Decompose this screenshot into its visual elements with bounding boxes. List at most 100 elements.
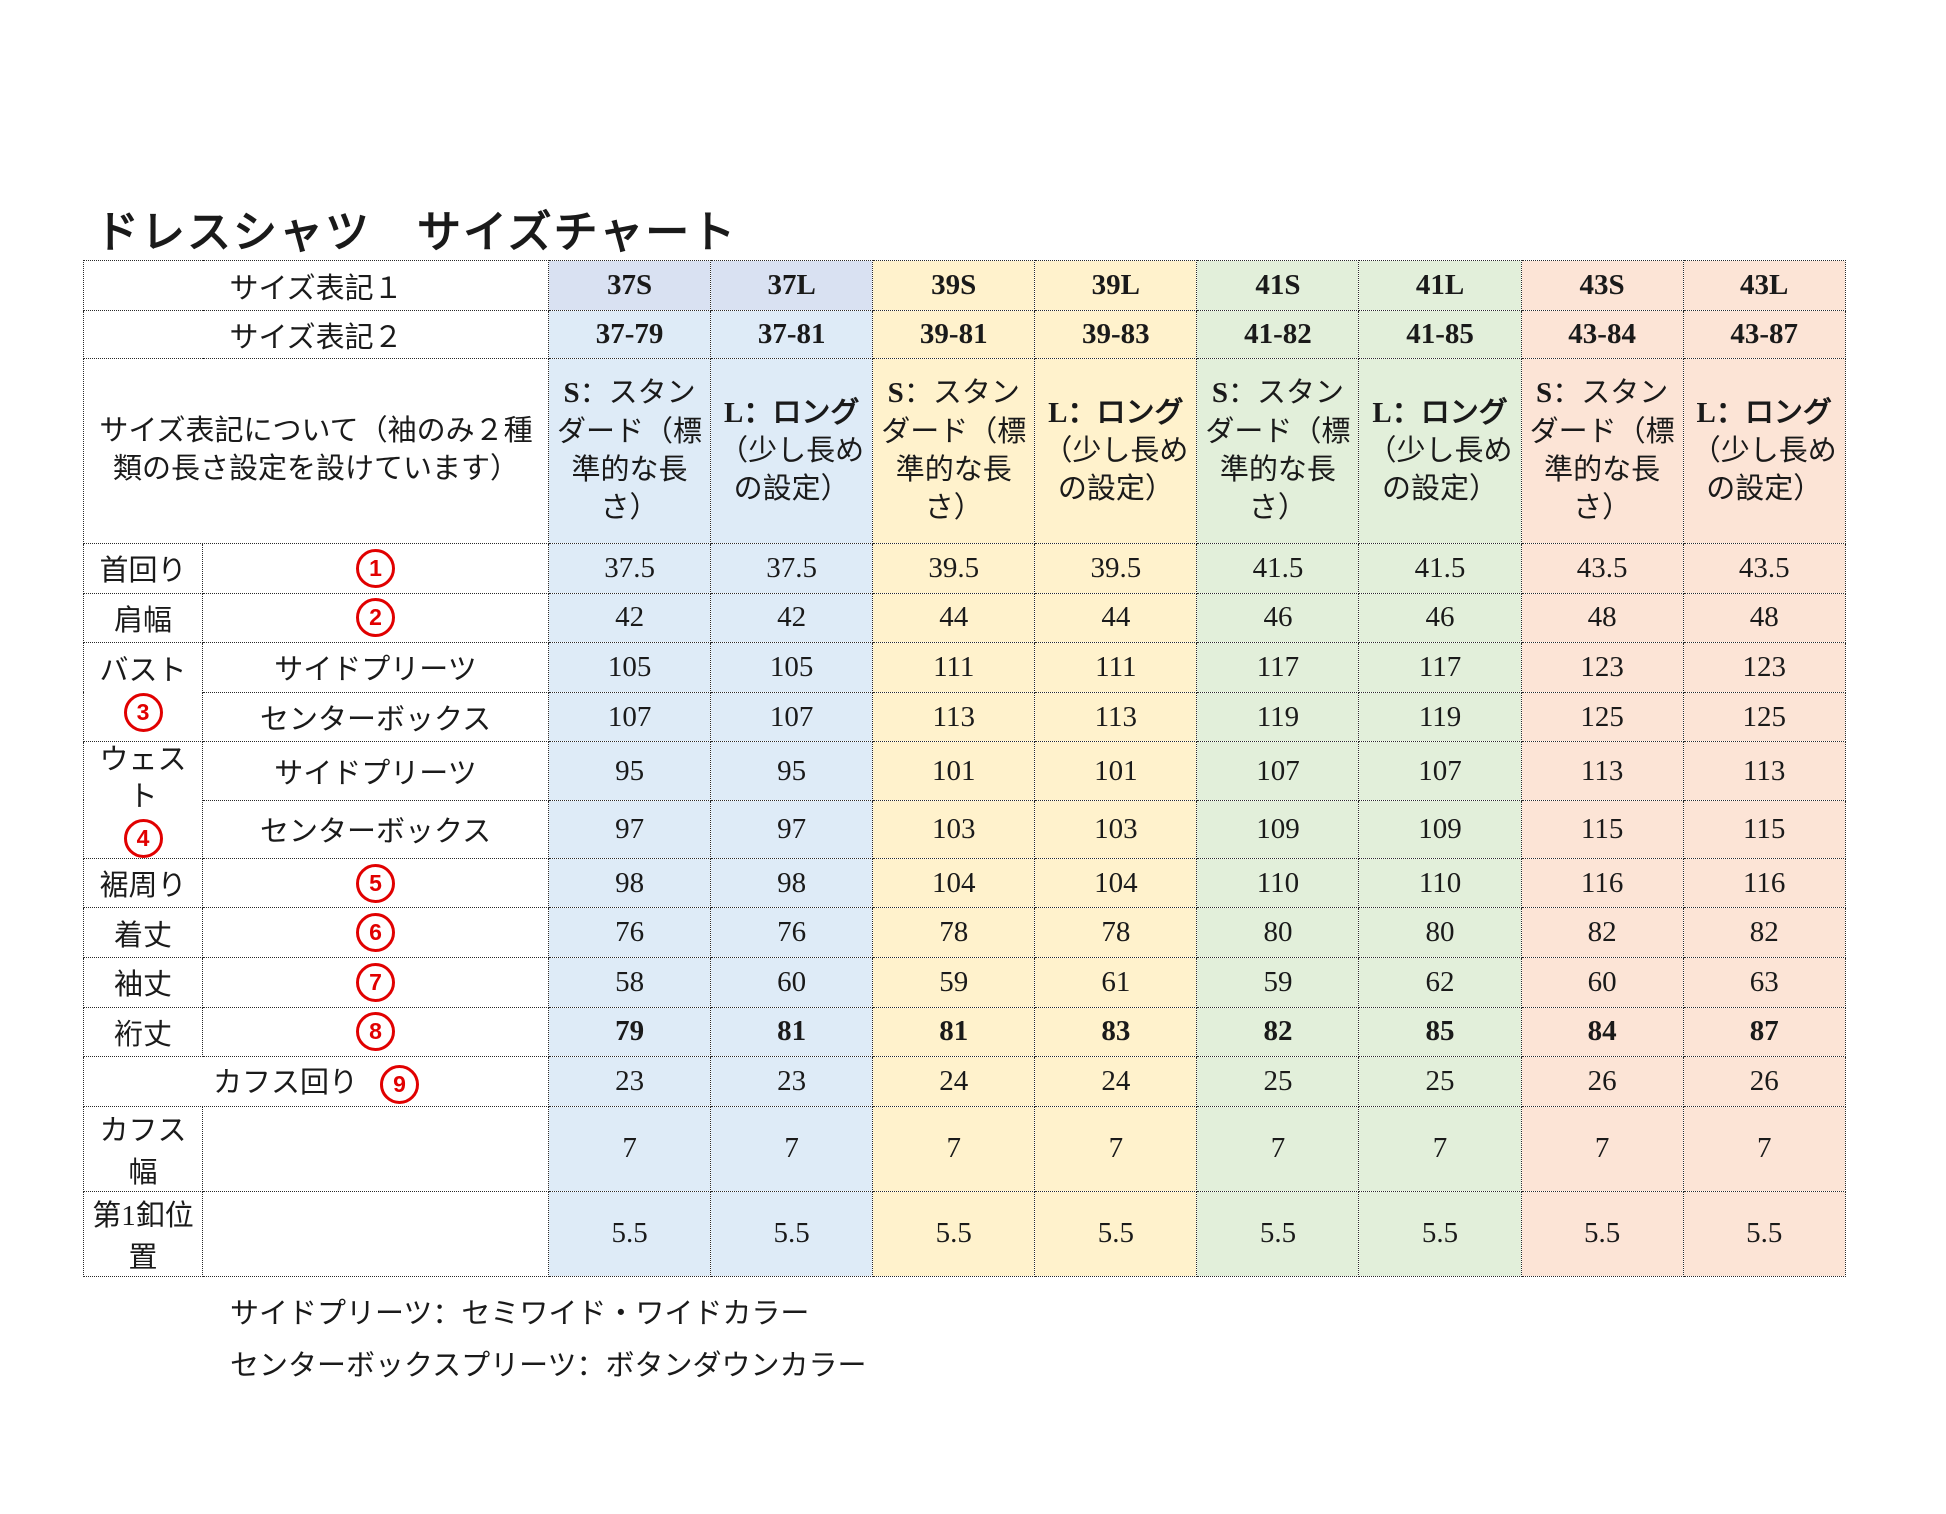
size-value-cell: 46 bbox=[1196, 592, 1360, 644]
size-value-cell: 44 bbox=[1034, 592, 1198, 644]
size-value-cell: 37.5 bbox=[710, 543, 874, 594]
table-row: センターボックス 97 97 103 103 109 109 115 115 bbox=[84, 799, 1846, 859]
size-value-cell: 7 bbox=[548, 1105, 712, 1192]
column-subheader-cell: 39-81 bbox=[872, 310, 1036, 359]
size-value-cell: 58 bbox=[548, 957, 712, 1008]
size-desc-cell: S：スタンダード（標準的な長さ） bbox=[872, 358, 1036, 544]
circled-number-marker: 6 bbox=[356, 913, 395, 953]
size-value-cell: 125 bbox=[1520, 691, 1684, 743]
size-value-cell: 107 bbox=[1358, 741, 1522, 801]
size-value-cell: 7 bbox=[1196, 1105, 1360, 1192]
row-label-cell: 裾周り bbox=[83, 857, 203, 909]
row-marker-cell: 8 bbox=[201, 1006, 550, 1058]
size-value-cell: 5.5 bbox=[1520, 1190, 1684, 1277]
table-row: 裾周り 5 98 98 104 104 110 110 116 116 bbox=[83, 857, 1846, 909]
size-value-cell: 41.5 bbox=[1196, 543, 1360, 594]
size-value-cell: 82 bbox=[1520, 907, 1684, 959]
row-group-label-cell: ウェスト 4 bbox=[83, 741, 203, 859]
footnote-line: センターボックスプリーツ：ボタンダウンカラー bbox=[230, 1350, 867, 1382]
size-value-cell: 107 bbox=[710, 691, 874, 743]
size-value-cell: 113 bbox=[1682, 741, 1846, 801]
size-value-cell: 113 bbox=[1520, 741, 1684, 801]
size-value-cell: 95 bbox=[710, 741, 874, 801]
size-value-cell: 113 bbox=[1034, 691, 1198, 743]
column-subheader-cell: 43-84 bbox=[1520, 310, 1684, 359]
size-value-cell: 44 bbox=[872, 592, 1036, 644]
size-value-cell: 26 bbox=[1682, 1056, 1846, 1107]
size-value-cell: 61 bbox=[1034, 957, 1198, 1008]
table-row: 第1釦位置 5.5 5.5 5.5 5.5 5.5 5.5 5.5 5.5 bbox=[83, 1190, 1846, 1277]
size-value-cell: 109 bbox=[1358, 799, 1522, 859]
circled-number-marker: 1 bbox=[356, 548, 395, 588]
size-value-cell: 80 bbox=[1196, 907, 1360, 959]
size-value-cell: 5.5 bbox=[872, 1190, 1036, 1277]
column-header-cell: 43S bbox=[1520, 260, 1684, 311]
column-header-cell: 43L bbox=[1682, 260, 1846, 311]
table-row: センターボックス 107 107 113 113 119 119 125 125 bbox=[84, 691, 1846, 743]
size-chart-body: サイズ表記１ 37S 37L 39S 39L 41S 41L 43S 43L サイズ表記２ 37-… bbox=[82, 260, 1846, 1277]
pleat-type-cell: サイドプリーツ bbox=[201, 642, 550, 693]
pleat-type-cell: サイドプリーツ bbox=[201, 741, 550, 801]
column-header-cell: 41S bbox=[1196, 260, 1360, 311]
size-desc-cell: L：ロング（少し長めの設定） bbox=[1682, 358, 1846, 544]
column-header-cell: 37L bbox=[710, 260, 874, 311]
row-label-cell: サイズ表記について（袖のみ２種類の長さ設定を設けています） bbox=[82, 358, 550, 544]
size-value-cell: 5.5 bbox=[710, 1190, 874, 1277]
size-value-cell: 101 bbox=[872, 741, 1036, 801]
column-subheader-cell: 43-87 bbox=[1682, 310, 1846, 359]
circled-number-marker: 9 bbox=[380, 1065, 420, 1105]
size-chart-table: サイズ表記１ 37S 37L 39S 39L 41S 41L 43S 43L サイズ表記２ 37-… bbox=[82, 260, 1846, 1277]
size-value-cell: 78 bbox=[872, 907, 1036, 959]
table-row: 袖丈 7 58 60 59 61 59 62 60 63 bbox=[83, 957, 1846, 1008]
size-value-cell: 125 bbox=[1682, 691, 1846, 743]
row-label-cell: サイズ表記２ bbox=[82, 310, 550, 359]
size-value-cell: 109 bbox=[1196, 799, 1360, 859]
size-desc-cell: L：ロング（少し長めの設定） bbox=[710, 358, 874, 544]
column-subheader-cell: 37-79 bbox=[548, 310, 712, 359]
row-marker-cell: 1 bbox=[201, 543, 550, 594]
row-marker-cell: 7 bbox=[201, 957, 550, 1008]
size-desc-cell: S：スタンダード（標準的な長さ） bbox=[1520, 358, 1684, 544]
size-value-cell: 98 bbox=[710, 857, 874, 909]
page-title: ドレスシャツ サイズチャート bbox=[95, 208, 738, 257]
size-value-cell: 5.5 bbox=[1682, 1190, 1846, 1277]
row-label-cell: カフス幅 bbox=[83, 1105, 203, 1192]
size-value-cell: 115 bbox=[1520, 799, 1684, 859]
size-value-cell: 37.5 bbox=[548, 543, 712, 594]
row-marker-cell: 5 bbox=[201, 857, 550, 909]
size-value-cell: 116 bbox=[1520, 857, 1684, 909]
size-value-cell: 82 bbox=[1682, 907, 1846, 959]
column-header-cell: 39S bbox=[872, 260, 1036, 311]
size-value-cell: 76 bbox=[548, 907, 712, 959]
row-label-cell: 裄丈 bbox=[83, 1006, 203, 1058]
row-label-cell: サイズ表記１ bbox=[82, 260, 550, 311]
size-value-cell: 42 bbox=[548, 592, 712, 644]
size-value-cell: 107 bbox=[1196, 741, 1360, 801]
row-label-cell: 肩幅 bbox=[83, 592, 203, 644]
table-row: 裄丈 8 79 81 81 83 82 85 84 87 bbox=[83, 1006, 1846, 1058]
size-value-cell: 117 bbox=[1196, 642, 1360, 693]
row-marker-cell bbox=[201, 1190, 550, 1277]
size-value-cell: 81 bbox=[872, 1006, 1036, 1058]
size-value-cell: 7 bbox=[1682, 1105, 1846, 1192]
pleat-type-cell: センターボックス bbox=[201, 799, 550, 859]
column-subheader-cell: 41-82 bbox=[1196, 310, 1360, 359]
footnotes: サイドプリーツ：セミワイド・ワイドカラー センターボックスプリーツ：ボタンダウン… bbox=[230, 1288, 867, 1392]
size-value-cell: 84 bbox=[1520, 1006, 1684, 1058]
size-value-cell: 5.5 bbox=[1358, 1190, 1522, 1277]
size-value-cell: 105 bbox=[548, 642, 712, 693]
size-value-cell: 60 bbox=[1520, 957, 1684, 1008]
size-value-cell: 119 bbox=[1358, 691, 1522, 743]
size-value-cell: 7 bbox=[1034, 1105, 1198, 1192]
size-value-cell: 23 bbox=[548, 1056, 712, 1107]
size-value-cell: 104 bbox=[1034, 857, 1198, 909]
column-subheader-cell: 37-81 bbox=[710, 310, 874, 359]
size-value-cell: 23 bbox=[710, 1056, 874, 1107]
size-value-cell: 24 bbox=[872, 1056, 1036, 1107]
size-value-cell: 117 bbox=[1358, 642, 1522, 693]
size-value-cell: 42 bbox=[710, 592, 874, 644]
size-value-cell: 123 bbox=[1682, 642, 1846, 693]
size-value-cell: 111 bbox=[1034, 642, 1198, 693]
table-row: カフス回り 9 23 23 24 24 25 25 26 26 bbox=[82, 1056, 1846, 1107]
row-label-cell: 袖丈 bbox=[83, 957, 203, 1008]
